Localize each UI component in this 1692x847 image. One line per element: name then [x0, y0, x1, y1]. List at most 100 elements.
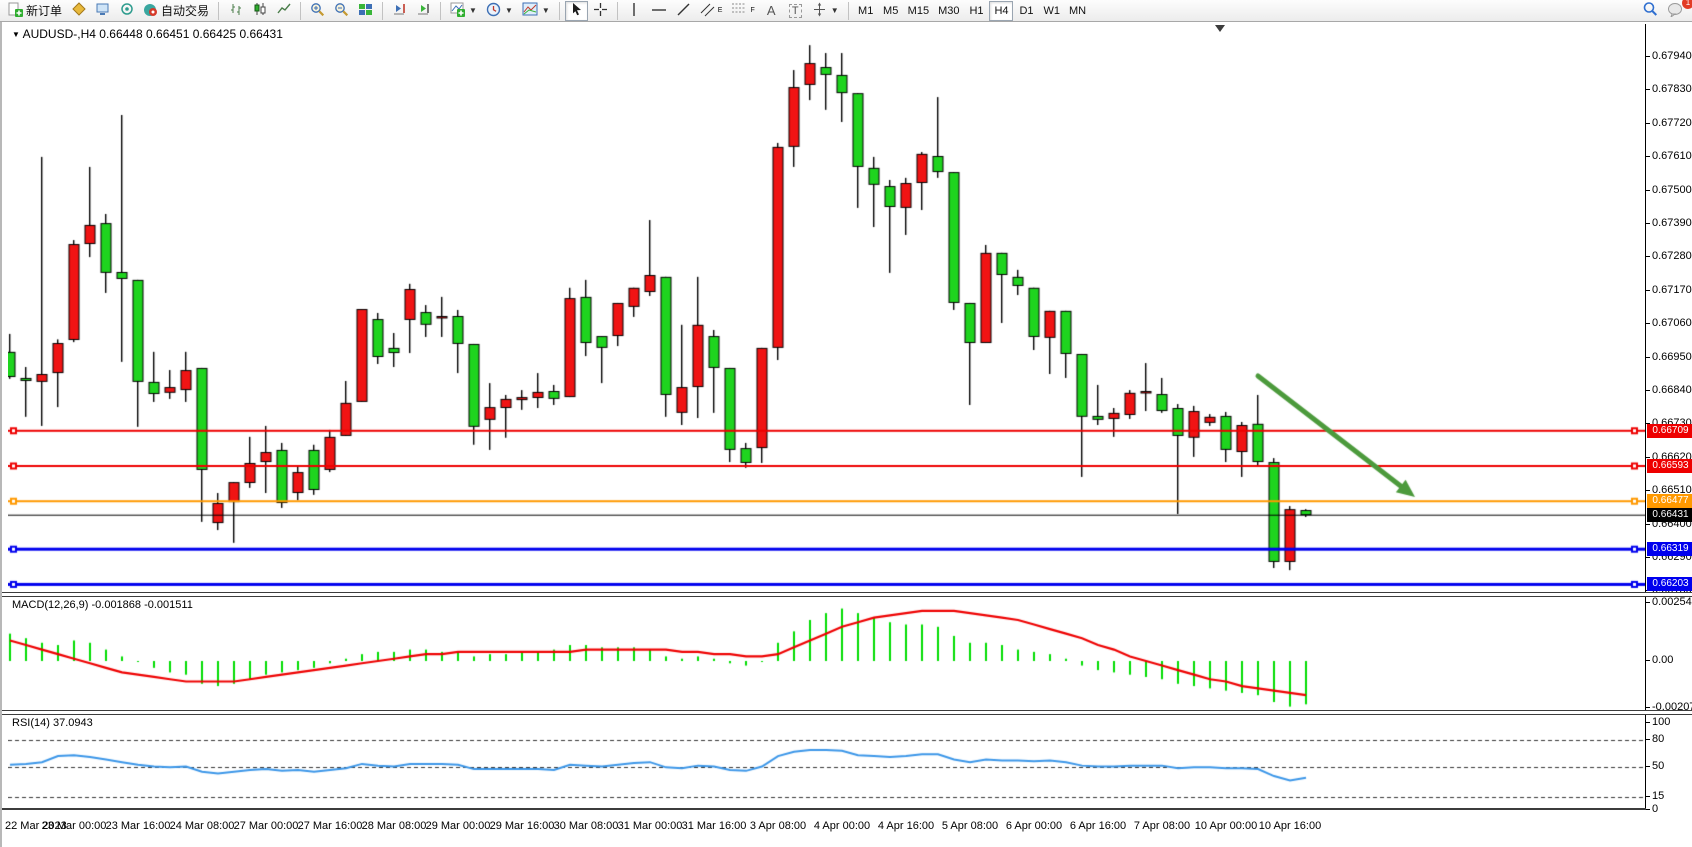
fibo-tool-sub-label: F — [750, 7, 755, 14]
chart-shift-marker[interactable] — [1215, 25, 1225, 32]
clock-icon — [486, 2, 501, 20]
zoom-out-button[interactable] — [330, 1, 353, 21]
macd-tick: 0.00 — [1645, 654, 1692, 666]
cursor-tool-button[interactable] — [564, 0, 588, 21]
zoom-in-button[interactable] — [306, 1, 329, 21]
periods-dropdown-icon: ▼ — [504, 6, 513, 15]
new-order-button[interactable]: 新订单 — [4, 1, 66, 21]
trendline-icon — [676, 2, 691, 20]
chat-bubble-icon — [1667, 1, 1684, 20]
notification-badge: 1 — [1682, 0, 1692, 9]
fibonacci-tool-button[interactable]: F — [727, 1, 758, 21]
price-tick: 0.67500 — [1645, 184, 1692, 196]
auto-trading-icon — [143, 2, 158, 20]
level-price-tag: 0.66709 — [1647, 423, 1692, 438]
price-tick: 0.66950 — [1645, 351, 1692, 363]
timeframe-m1[interactable]: M1 — [854, 1, 878, 21]
price-tick: 0.67280 — [1645, 250, 1692, 262]
time-axis-label: 31 Mar 00:00 — [617, 820, 683, 832]
chart-area: ▼ AUDUSD-,H4 0.66448 0.66451 0.66425 0.6… — [0, 22, 1692, 847]
horizontal-line-tool-button[interactable] — [647, 1, 671, 21]
text-tool-button[interactable]: A — [760, 1, 783, 21]
time-axis-label: 29 Mar 00:00 — [425, 820, 491, 832]
price-axis-line — [1645, 24, 1646, 810]
timeframe-mn[interactable]: MN — [1065, 1, 1090, 21]
zoom-out-icon — [334, 2, 349, 20]
search-button[interactable] — [1638, 1, 1662, 21]
text-label-tool-icon: T — [788, 3, 802, 18]
templates-button[interactable]: ▼ — [518, 1, 554, 21]
level-price-tag: 0.66203 — [1647, 577, 1692, 592]
trendline-tool-button[interactable] — [672, 1, 695, 21]
auto-trading-button[interactable]: 自动交易 — [139, 1, 213, 21]
bar-chart-button[interactable] — [224, 1, 247, 21]
equidistant-channel-icon — [700, 2, 715, 20]
time-axis-label: 5 Apr 08:00 — [941, 820, 999, 832]
candlestick-chart-button[interactable] — [248, 1, 271, 21]
macd-panel-canvas[interactable] — [8, 597, 1645, 710]
line-chart-icon — [276, 2, 291, 19]
timeframe-h1[interactable]: H1 — [964, 1, 988, 21]
tile-windows-button[interactable] — [354, 1, 377, 21]
rsi-splitter[interactable] — [2, 710, 1692, 715]
time-axis-label: 4 Apr 16:00 — [877, 820, 935, 832]
timeframe-d1[interactable]: D1 — [1014, 1, 1038, 21]
time-axis-label: 24 Mar 08:00 — [169, 820, 235, 832]
notifications-button[interactable]: 1 — [1663, 0, 1692, 21]
periods-button[interactable]: ▼ — [482, 1, 517, 21]
time-axis-label: 3 Apr 08:00 — [749, 820, 807, 832]
time-axis-label: 31 Mar 16:00 — [681, 820, 747, 832]
price-tick: 0.67060 — [1645, 317, 1692, 329]
quote-close: 0.66431 — [239, 27, 283, 41]
price-tick: 0.67170 — [1645, 284, 1692, 296]
monitor-icon — [96, 2, 110, 19]
fibonacci-icon — [731, 2, 747, 19]
timeframe-m5[interactable]: M5 — [879, 1, 903, 21]
quote-open: 0.66448 — [99, 27, 143, 41]
rsi-tick: 100 — [1645, 716, 1692, 728]
channel-tool-button[interactable]: E — [696, 1, 727, 21]
channel-tool-sub-label: E — [717, 7, 723, 14]
line-chart-button[interactable] — [272, 1, 295, 21]
vertical-line-icon — [629, 2, 639, 20]
arrows-tool-button[interactable]: ▼ — [808, 1, 843, 21]
timeframe-group: M1 M5 M15 M30 H1 H4 D1 W1 MN — [854, 0, 1090, 21]
price-tick: 0.67390 — [1645, 217, 1692, 229]
vertical-line-tool-button[interactable] — [623, 1, 646, 21]
text-label-tool-button[interactable]: T — [784, 1, 807, 21]
timeframe-m30[interactable]: M30 — [934, 1, 963, 21]
time-axis-line — [2, 808, 1646, 810]
signal-icon — [120, 2, 134, 19]
terminal-button[interactable] — [91, 1, 114, 21]
text-tool-icon: A — [766, 3, 776, 18]
macd-main-value: -0.001868 — [91, 599, 142, 611]
search-icon — [1642, 1, 1658, 20]
rsi-panel-canvas[interactable] — [8, 715, 1645, 808]
rsi-tick: 0 — [1645, 803, 1692, 815]
crosshair-tool-button[interactable] — [589, 1, 612, 21]
market-watch-button[interactable] — [67, 1, 90, 21]
signals-button[interactable] — [115, 1, 138, 21]
tile-windows-icon — [358, 2, 373, 20]
timeframe-h4[interactable]: H4 — [989, 0, 1014, 21]
auto-scroll-button[interactable] — [412, 1, 435, 21]
new-order-label: 新订单 — [26, 4, 63, 18]
price-chart-canvas[interactable] — [8, 24, 1645, 592]
symbol-dropdown-icon[interactable]: ▼ — [12, 30, 20, 39]
price-tick: 0.67610 — [1645, 150, 1692, 162]
chart-shift-button[interactable] — [388, 1, 411, 21]
indicators-button[interactable]: ▼ — [446, 1, 481, 21]
timeframe-m15[interactable]: M15 — [904, 1, 933, 21]
time-axis-label: 10 Apr 16:00 — [1258, 820, 1322, 832]
timeframe-w1[interactable]: W1 — [1039, 1, 1064, 21]
rsi-tick: 15 — [1645, 790, 1692, 802]
price-tick: 0.67940 — [1645, 50, 1692, 62]
time-axis-label: 27 Mar 16:00 — [297, 820, 363, 832]
price-tick: 0.66510 — [1645, 484, 1692, 496]
price-tick: 0.67830 — [1645, 83, 1692, 95]
new-order-icon — [8, 2, 23, 20]
macd-splitter[interactable] — [2, 592, 1692, 597]
price-tick: 0.67720 — [1645, 117, 1692, 129]
auto-trading-label: 自动交易 — [161, 4, 210, 18]
template-icon — [522, 2, 538, 20]
